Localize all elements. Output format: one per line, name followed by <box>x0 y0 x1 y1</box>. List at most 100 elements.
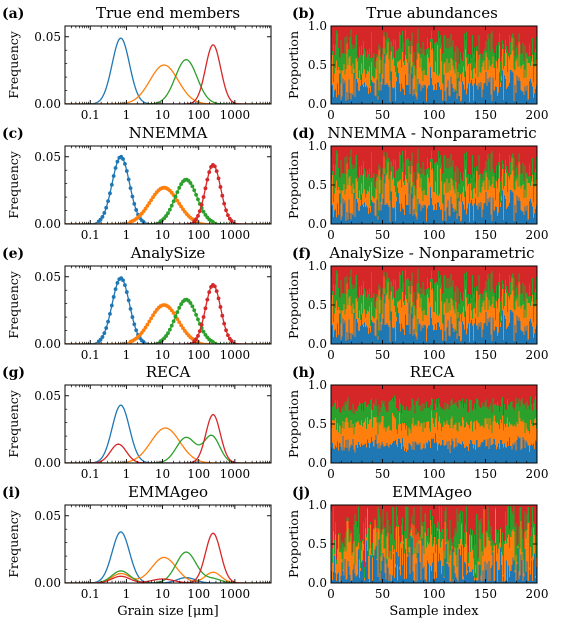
bar-segment-green <box>454 528 457 548</box>
bar-segment-orange <box>362 543 365 551</box>
bar-segment-green <box>333 164 335 202</box>
bar-segment-green <box>395 170 398 198</box>
bar-segment-green <box>331 36 333 61</box>
bar-segment-blue <box>482 329 484 344</box>
bar-segment-blue <box>472 325 474 344</box>
bar-segment-red <box>447 146 449 169</box>
bar-segment-red <box>470 505 472 529</box>
bar-segment-green <box>475 409 477 430</box>
bar-segment-blue <box>494 543 497 583</box>
bar-segment-orange <box>478 423 480 447</box>
bar-segment-green <box>426 528 429 542</box>
bar-segment-orange <box>347 521 349 561</box>
marker-green <box>196 197 200 202</box>
bar-segment-orange <box>436 74 438 91</box>
bar-segment-red <box>467 505 470 553</box>
bar-segment-blue <box>334 90 336 104</box>
bar-segment-blue <box>423 443 426 463</box>
bar-segment-orange <box>423 309 426 325</box>
bar-segment-orange <box>457 431 460 443</box>
bar-segment-red <box>500 266 503 297</box>
bar-segment-red <box>463 266 466 274</box>
bar-segment-blue <box>450 581 452 583</box>
bar-segment-green <box>513 277 515 309</box>
bar-segment-red <box>359 266 362 296</box>
bar-segment-red <box>489 266 492 292</box>
bar-segment-green <box>465 151 468 178</box>
bar-segment-green <box>372 410 374 428</box>
bar-segment-red <box>427 385 430 408</box>
bar-segment-blue <box>462 204 465 224</box>
bar-segment-green <box>358 533 361 560</box>
bar-segment-orange <box>462 576 465 580</box>
bar-segment-green <box>438 398 440 422</box>
bar-segment-red <box>451 146 453 167</box>
bar-segment-red <box>402 266 404 271</box>
bar-segment-blue <box>451 549 453 583</box>
bar-segment-green <box>459 400 462 427</box>
bar-segment-red <box>346 146 348 157</box>
bar-segment-orange <box>434 191 436 211</box>
bar-segment-green <box>493 293 496 309</box>
bar-segment-red <box>337 266 339 274</box>
bar-segment-orange <box>387 162 390 205</box>
bar-segment-orange <box>393 66 396 88</box>
bar-segment-blue <box>499 207 502 224</box>
bar-segment-green <box>363 288 366 310</box>
bar-segment-green <box>484 168 486 191</box>
bar-segment-blue <box>370 554 372 583</box>
bar-segment-red <box>351 505 354 554</box>
bar-segment-red <box>331 505 333 509</box>
bar-segment-green <box>423 522 426 555</box>
panel-letter: (i) <box>2 485 21 501</box>
bar-segment-blue <box>343 450 345 463</box>
bar-segment-green <box>380 56 382 83</box>
bar-segment-blue <box>393 87 396 104</box>
bar-segment-blue <box>533 93 536 104</box>
bar-segment-orange <box>452 428 454 441</box>
bar-segment-red <box>492 146 495 170</box>
bar-segment-orange <box>491 183 494 221</box>
bar-segment-green <box>377 55 379 97</box>
bar-segment-green <box>428 537 431 543</box>
bar-segment-blue <box>356 202 359 224</box>
bar-segment-green <box>531 157 534 175</box>
bar-segment-green <box>530 298 533 302</box>
bar-segment-red <box>370 505 372 522</box>
bar-segment-green <box>467 552 470 564</box>
bar-segment-blue <box>415 336 417 344</box>
bar-segment-orange <box>352 552 355 570</box>
bar-segment-orange <box>346 520 348 580</box>
bar-segment-red <box>471 266 473 298</box>
bar-segment-orange <box>495 422 498 450</box>
bar-segment-orange <box>362 293 365 328</box>
bar-segment-orange <box>409 193 411 215</box>
bar-segment-green <box>473 293 475 309</box>
bar-segment-orange <box>384 183 386 206</box>
bar-segment-green <box>425 48 428 76</box>
bar-segment-red <box>332 385 334 407</box>
bar-segment-red <box>532 385 535 403</box>
bar-segment-green <box>449 519 451 555</box>
bar-segment-orange <box>490 306 493 335</box>
bar-segment-green <box>409 407 411 430</box>
bar-segment-green <box>439 403 441 417</box>
bar-segment-red <box>495 385 498 406</box>
bar-segment-green <box>476 286 478 291</box>
bar-segment-green <box>381 180 383 194</box>
bar-segment-red <box>507 26 509 51</box>
bar-segment-blue <box>481 442 483 463</box>
bar-segment-orange <box>419 537 422 562</box>
bar-segment-orange <box>364 197 367 208</box>
bar-segment-orange <box>473 558 475 576</box>
bar-segment-orange <box>475 429 477 450</box>
bar-segment-blue <box>434 330 436 344</box>
bar-segment-orange <box>344 314 346 321</box>
bar-segment-blue <box>525 91 528 104</box>
bar-segment-orange <box>415 424 417 443</box>
bar-segment-red <box>480 146 482 173</box>
bar-segment-blue <box>439 553 441 583</box>
bar-segment-green <box>338 533 340 535</box>
bar-segment-blue <box>518 438 520 463</box>
bar-segment-red <box>381 505 383 531</box>
